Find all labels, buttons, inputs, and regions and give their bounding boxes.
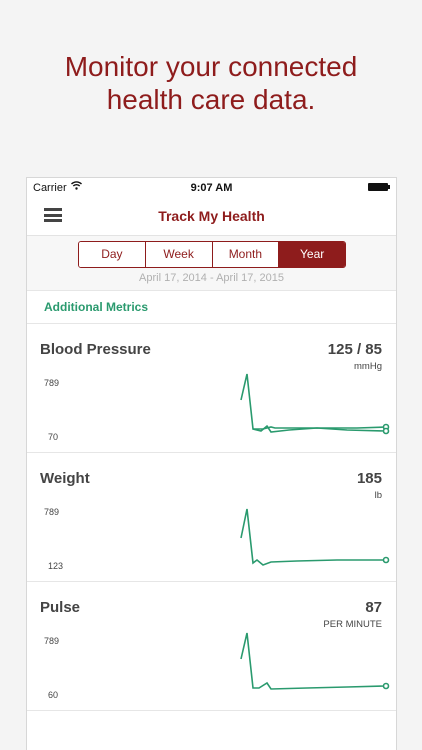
- y-axis-max-label: 789: [44, 507, 60, 517]
- metric-unit: mmHg: [354, 361, 382, 372]
- date-range-label: April 17, 2014 - April 17, 2015: [139, 272, 284, 284]
- metric-name: Pulse: [40, 599, 81, 616]
- status-time: 9:07 AM: [190, 182, 233, 194]
- carrier-label: Carrier: [33, 182, 67, 194]
- sparkline-end-point: [382, 556, 390, 564]
- metric-value: 185: [356, 470, 382, 487]
- sparkline-end-point: [382, 427, 390, 435]
- metric-value: 125 / 85: [327, 341, 382, 358]
- y-axis-min-label: 60: [48, 690, 59, 700]
- y-axis-max-label: 789: [44, 636, 60, 646]
- status-bar: Carrier 9:07 AM: [27, 178, 396, 198]
- y-axis-max-label: 789: [44, 378, 60, 388]
- metric-card-blood-pressure[interactable]: Blood Pressure 125 / 85 mmHg 789 70: [27, 324, 396, 453]
- sparkline-chart: [240, 508, 390, 566]
- segment-year[interactable]: Year: [279, 242, 345, 267]
- metric-name: Weight: [40, 470, 90, 487]
- sparkline-chart: [240, 632, 390, 690]
- wifi-icon: [71, 181, 82, 193]
- sparkline-series-weight: [240, 508, 386, 566]
- segment-week[interactable]: Week: [145, 242, 213, 267]
- metric-card-pulse[interactable]: Pulse 87 PER MINUTE 789 60: [27, 582, 396, 711]
- metric-name: Blood Pressure: [40, 341, 151, 358]
- phone-screen: Carrier 9:07 AM Track My Health Day Week…: [26, 177, 397, 750]
- promo-line-1: Monitor your connected: [64, 51, 358, 82]
- battery-icon: [368, 183, 390, 191]
- metric-unit: lb: [374, 490, 382, 501]
- promo-headline: Monitor your connected health care data.: [0, 50, 422, 116]
- nav-bar: Track My Health: [27, 198, 396, 236]
- sparkline-series-pulse: [240, 632, 387, 690]
- metric-unit: PER MINUTE: [323, 619, 382, 630]
- page-title: Track My Health: [158, 208, 265, 224]
- section-header-additional-metrics: Additional Metrics: [27, 291, 396, 324]
- y-axis-min-label: 123: [48, 561, 64, 571]
- metric-value: 87: [365, 599, 382, 616]
- y-axis-min-label: 70: [48, 432, 59, 442]
- promo-line-2: health care data.: [106, 84, 316, 115]
- segment-day[interactable]: Day: [79, 242, 146, 267]
- sparkline-series-diastolic: [252, 424, 387, 433]
- metric-card-weight[interactable]: Weight 185 lb 789 123: [27, 453, 396, 582]
- sparkline-chart: [240, 373, 390, 435]
- segment-month[interactable]: Month: [212, 242, 280, 267]
- range-selector: Day Week Month Year April 17, 2014 - Apr…: [27, 236, 396, 291]
- sparkline-series-systolic: [240, 373, 387, 430]
- hamburger-menu-icon[interactable]: [44, 208, 62, 222]
- segmented-control: Day Week Month Year: [78, 241, 346, 268]
- sparkline-end-point: [382, 682, 390, 690]
